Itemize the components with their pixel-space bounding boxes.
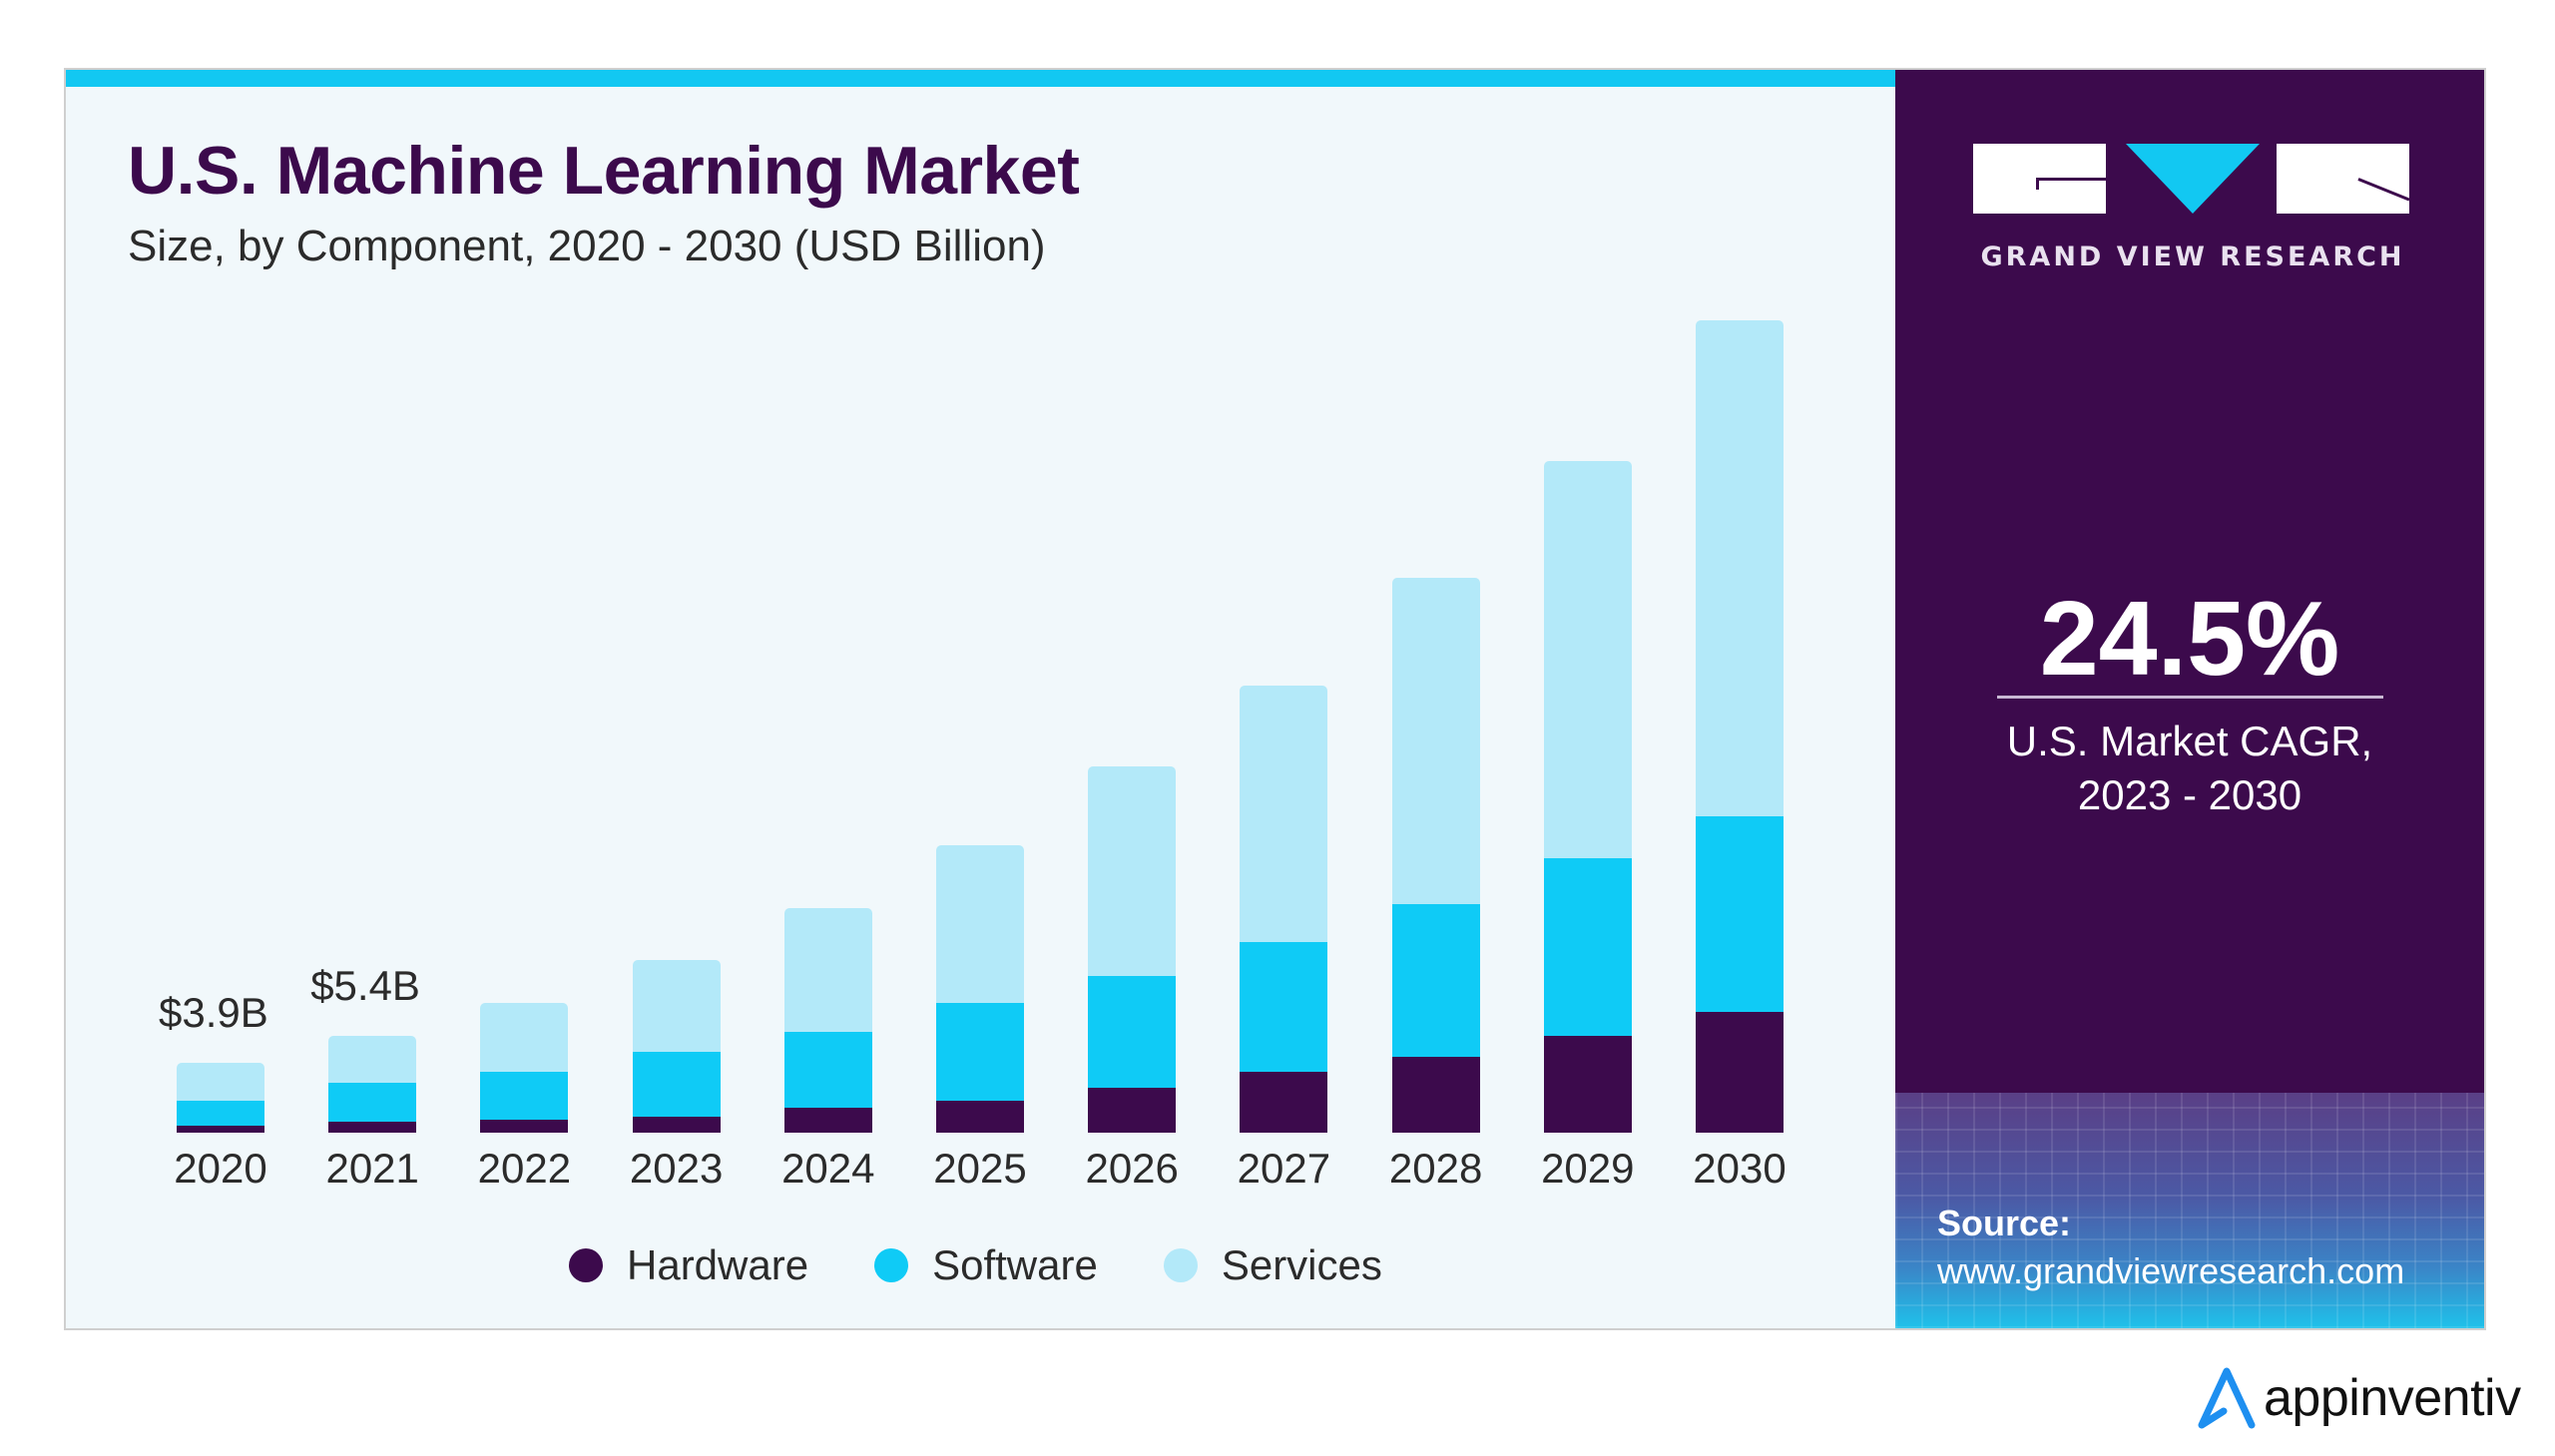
bar-segment-hardware (1088, 1087, 1177, 1133)
brand-name: GRAND VIEW RESEARCH (1980, 242, 2405, 272)
bar-2029 (1543, 460, 1632, 1133)
bar-segment-hardware (1696, 1012, 1784, 1133)
bar-2026 (1088, 765, 1177, 1133)
bar-2022 (480, 1003, 569, 1133)
bar-2027 (1240, 685, 1328, 1133)
x-axis-label: 2028 (1388, 1145, 1483, 1192)
appinventiv-logo-icon (2198, 1367, 2256, 1429)
legend-label: Hardware (627, 1241, 809, 1288)
bar-2025 (936, 845, 1024, 1133)
logo-notch-icon (2036, 178, 2106, 181)
side-panel: GRAND VIEW RESEARCH 24.5% U.S. Market CA… (1895, 70, 2484, 1328)
bar-segment-hardware (1543, 1035, 1632, 1133)
legend-label: Software (932, 1241, 1098, 1288)
bar-2023 (632, 960, 721, 1133)
logo-right-block-icon (2277, 144, 2409, 214)
bar-segment-services (936, 845, 1024, 1004)
x-axis-label: 2023 (629, 1145, 724, 1192)
source-label: Source: (1937, 1203, 2072, 1243)
legend-item-services: Services (1163, 1241, 1382, 1289)
bar-segment-software (1543, 857, 1632, 1036)
accent-bar (66, 70, 1895, 87)
cagr-value: 24.5% (2039, 580, 2340, 698)
bar-segment-software (783, 1032, 872, 1108)
x-axis-label: 2021 (325, 1145, 419, 1192)
x-axis-label: 2022 (477, 1145, 572, 1192)
value-label: $3.9B (159, 988, 268, 1036)
source: Source: www.grandviewresearch.com (1937, 1200, 2404, 1295)
bar-segment-software (1696, 816, 1784, 1013)
bar-2020 (177, 1062, 264, 1133)
logo-notch-icon (2036, 178, 2039, 190)
chart-title: U.S. Machine Learning Market (128, 133, 1080, 209)
bar-segment-hardware (1391, 1057, 1480, 1133)
bar-segment-software (1240, 942, 1328, 1072)
bar-2021 (328, 1035, 417, 1133)
cagr-label-line1: U.S. Market CAGR, (2006, 718, 2373, 764)
bar-segment-hardware (783, 1107, 872, 1133)
legend-dot-icon (874, 1248, 909, 1282)
bar-2024 (783, 908, 872, 1133)
appinventiv-watermark: appinventiv (2194, 1363, 2521, 1433)
bar-segment-services (1543, 460, 1632, 858)
bar-segment-software (936, 1003, 1024, 1101)
chart-subtitle: Size, by Component, 2020 - 2030 (USD Bil… (128, 222, 1046, 270)
bar-segment-services (783, 908, 872, 1033)
bar-segment-services (480, 1003, 569, 1072)
x-axis-label: 2026 (1085, 1145, 1179, 1192)
x-axis-label: 2027 (1237, 1145, 1331, 1192)
legend-item-software: Software (874, 1241, 1098, 1289)
legend: Hardware Software Services (569, 1241, 1448, 1289)
grid-texture (1895, 1093, 2484, 1328)
bar-segment-software (1391, 904, 1480, 1058)
bar-segment-hardware (328, 1122, 417, 1133)
bar-segment-hardware (1240, 1071, 1328, 1133)
divider (1997, 696, 2383, 699)
bar-2028 (1391, 577, 1480, 1133)
appinventiv-text: appinventiv (2264, 1369, 2521, 1427)
bar-segment-hardware (177, 1125, 264, 1133)
x-axis-label: 2024 (781, 1145, 875, 1192)
bar-segment-services (1696, 320, 1784, 817)
cagr-label: U.S. Market CAGR, 2023 - 2030 (1895, 715, 2484, 822)
legend-dot-icon (569, 1248, 603, 1282)
x-axis-label: 2029 (1541, 1145, 1635, 1192)
bar-segment-services (1088, 765, 1177, 977)
source-url[interactable]: www.grandviewresearch.com (1937, 1250, 2405, 1291)
x-axis-label: 2025 (933, 1145, 1027, 1192)
value-label: $5.4B (310, 961, 420, 1009)
cagr-label-line2: 2023 - 2030 (2077, 771, 2302, 818)
bar-segment-services (1391, 577, 1480, 905)
bar-segment-software (480, 1071, 569, 1121)
bar-segment-services (632, 960, 721, 1052)
bar-segment-services (177, 1062, 264, 1101)
bar-segment-hardware (480, 1120, 569, 1133)
bar-segment-software (1088, 976, 1177, 1088)
bar-segment-software (177, 1100, 264, 1126)
logo-triangle-icon (2126, 144, 2260, 214)
legend-item-hardware: Hardware (569, 1241, 808, 1289)
legend-label: Services (1221, 1241, 1382, 1288)
bar-segment-services (1240, 685, 1328, 943)
infographic-frame: U.S. Machine Learning Market Size, by Co… (64, 68, 2486, 1330)
legend-dot-icon (1163, 1248, 1198, 1282)
bar-segment-services (328, 1035, 417, 1083)
bar-2030 (1696, 320, 1784, 1133)
x-axis-label: 2020 (174, 1145, 267, 1192)
x-axis-label: 2030 (1693, 1145, 1787, 1192)
grand-view-research-logo: GRAND VIEW RESEARCH (1973, 144, 2412, 272)
bar-segment-hardware (632, 1116, 721, 1133)
bar-segment-software (632, 1052, 721, 1117)
bar-segment-software (328, 1082, 417, 1123)
bar-segment-hardware (936, 1100, 1024, 1133)
